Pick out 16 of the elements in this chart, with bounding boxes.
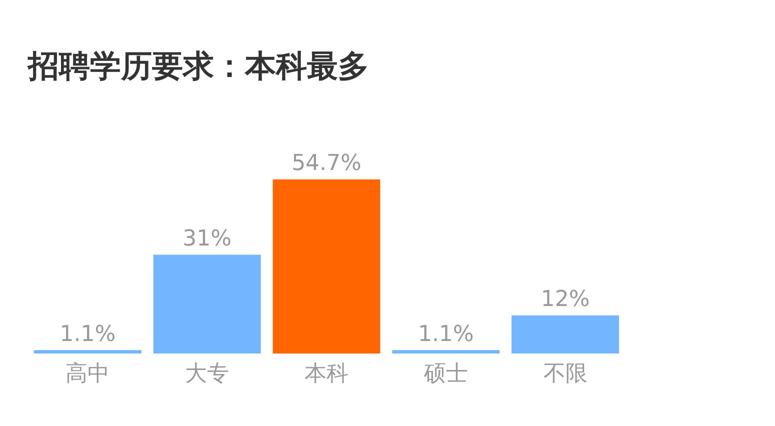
x-tick-label: 硕士 <box>422 362 468 387</box>
chart-title: 招聘学历要求：本科最多 <box>27 48 369 85</box>
bar <box>34 350 142 354</box>
data-label: 1.1% <box>418 322 474 347</box>
x-tick-label: 高中 <box>66 362 110 387</box>
bar <box>272 179 380 354</box>
bar <box>512 315 620 354</box>
data-label: 1.1% <box>60 322 116 347</box>
data-label: 54.7% <box>292 150 362 176</box>
bar <box>392 350 500 354</box>
data-label: 12% <box>540 287 590 312</box>
data-label: 31% <box>182 226 232 252</box>
x-tick-label: 大专 <box>185 362 230 387</box>
x-tick-label: 本科 <box>304 362 348 387</box>
bar <box>153 254 261 354</box>
x-tick-label: 不限 <box>543 362 588 387</box>
